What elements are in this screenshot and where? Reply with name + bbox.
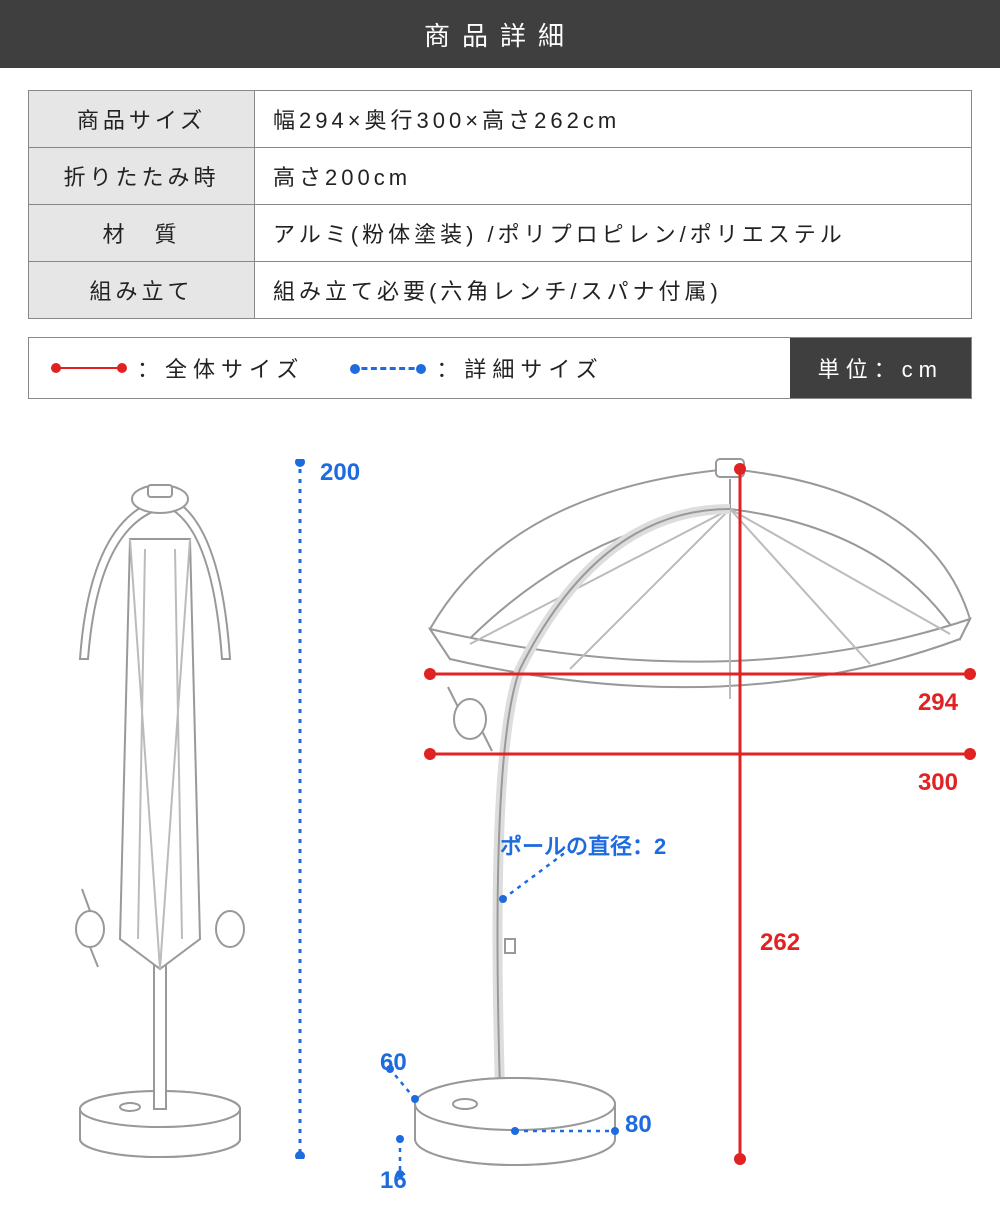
folded-height-line	[290, 459, 310, 1159]
spec-value: 幅294×奥行300×高さ262cm	[255, 91, 972, 148]
solid-line-icon	[53, 367, 125, 369]
spec-value: 組み立て必要(六角レンチ/スパナ付属)	[255, 262, 972, 319]
dim-folded-height: 200	[320, 459, 360, 487]
legend-unit: 単位：cm	[790, 338, 971, 398]
open-umbrella-icon	[370, 439, 980, 1179]
spec-value: 高さ200cm	[255, 148, 972, 205]
legend-overall-label: ：全体サイズ	[137, 352, 304, 384]
spec-label: 折りたたみ時	[29, 148, 255, 205]
spec-label: 商品サイズ	[29, 91, 255, 148]
spec-value: アルミ(粉体塗装) /ポリプロピレン/ポリエステル	[255, 205, 972, 262]
spec-label: 組み立て	[29, 262, 255, 319]
dim-width: 294	[918, 689, 958, 717]
spec-label: 材 質	[29, 205, 255, 262]
table-row: 商品サイズ 幅294×奥行300×高さ262cm	[29, 91, 972, 148]
page-title: 商品詳細	[0, 0, 1000, 68]
legend-detail: ：詳細サイズ	[328, 338, 627, 398]
dim-base-height: 16	[380, 1167, 407, 1195]
dim-depth: 300	[918, 769, 958, 797]
table-row: 折りたたみ時 高さ200cm	[29, 148, 972, 205]
spec-table: 商品サイズ 幅294×奥行300×高さ262cm 折りたたみ時 高さ200cm …	[28, 90, 972, 319]
diagram-area: 200	[0, 419, 1000, 1219]
legend-overall: ：全体サイズ	[29, 338, 328, 398]
dim-pole-diameter: ポールの直径：2	[500, 829, 666, 861]
legend-detail-label: ：詳細サイズ	[436, 352, 603, 384]
legend: ：全体サイズ ：詳細サイズ 単位：cm	[28, 337, 972, 399]
dashed-line-icon	[352, 367, 424, 370]
dim-height: 262	[760, 929, 800, 957]
dim-base-width: 80	[625, 1111, 652, 1139]
table-row: 材 質 アルミ(粉体塗装) /ポリプロピレン/ポリエステル	[29, 205, 972, 262]
folded-umbrella-icon	[30, 459, 280, 1169]
dim-base-depth: 60	[380, 1049, 407, 1077]
table-row: 組み立て 組み立て必要(六角レンチ/スパナ付属)	[29, 262, 972, 319]
